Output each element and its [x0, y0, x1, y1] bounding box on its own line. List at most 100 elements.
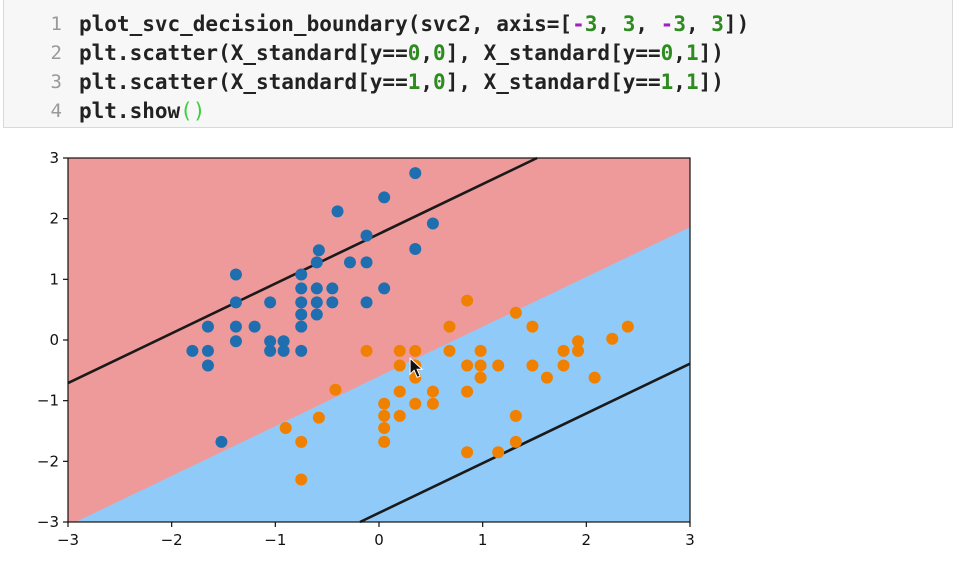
code-token: 1: [407, 70, 421, 94]
data-point-series-1: [295, 282, 308, 295]
data-point-series-2: [393, 344, 406, 357]
data-point-series-2: [443, 320, 456, 333]
code-token: ,: [673, 41, 686, 65]
data-point-series-2: [474, 359, 487, 372]
code-line: plt.scatter(X_standard[y==0,0], X_standa…: [79, 39, 749, 68]
data-point-series-1: [264, 335, 277, 348]
y-tick-label: 1: [49, 270, 59, 288]
data-point-series-2: [461, 359, 474, 372]
data-point-series-2: [426, 385, 439, 398]
code-token: ]): [698, 41, 724, 65]
data-point-series-1: [360, 296, 373, 309]
data-point-series-1: [229, 296, 242, 309]
data-point-series-1: [295, 320, 308, 333]
code-token: ]): [723, 12, 750, 36]
data-point-series-2: [509, 306, 522, 319]
data-point-series-1: [378, 282, 391, 295]
code-token: 1: [685, 70, 699, 94]
x-tick-label: 0: [374, 531, 384, 549]
data-point-series-2: [295, 435, 308, 448]
code-token: ,: [673, 70, 686, 94]
data-point-series-2: [443, 344, 456, 357]
code-token: ], X_standard[y==: [445, 41, 661, 65]
code-token: ,: [635, 12, 661, 36]
data-point-series-1: [409, 167, 422, 180]
data-point-series-2: [557, 344, 570, 357]
data-point-series-2: [509, 409, 522, 422]
code-token: ,: [420, 41, 434, 65]
output-plot: −3 −2 −1 0 1 2 3 3 2 1 0 −1 −2 −3: [0, 138, 720, 572]
data-point-series-2: [526, 359, 539, 372]
data-point-series-2: [378, 409, 391, 422]
data-point-series-2: [572, 335, 585, 348]
data-point-series-1: [295, 344, 308, 357]
data-point-series-1: [312, 244, 325, 257]
margin-line-2: [359, 362, 691, 524]
y-tick-label: 3: [49, 149, 59, 167]
code-line: plot_svc_decision_boundary(svc2, axis=[-…: [79, 10, 749, 39]
data-point-series-1: [310, 282, 323, 295]
x-tick-label: −1: [264, 531, 286, 549]
code-token: plt.scatter(X_standard[y==: [79, 70, 408, 94]
data-point-series-2: [461, 385, 474, 398]
code-token: 3: [622, 12, 636, 36]
y-tick-label: 2: [49, 210, 59, 228]
data-point-series-1: [343, 256, 356, 269]
data-point-series-2: [474, 371, 487, 384]
code-cell[interactable]: 1 2 3 4 plot_svc_decision_boundary(svc2, ax…: [3, 0, 953, 128]
y-tick-label: 0: [49, 331, 59, 349]
code-token: ,: [597, 12, 623, 36]
data-point-series-2: [360, 344, 373, 357]
data-point-series-1: [409, 243, 422, 255]
line-number-gutter: 1 2 3 4: [4, 10, 70, 126]
x-tick-label: −2: [161, 531, 183, 549]
code-token: ], X_standard[y==: [445, 70, 661, 94]
data-point-series-1: [229, 335, 242, 348]
data-point-series-2: [279, 421, 292, 434]
code-editor[interactable]: plot_svc_decision_boundary(svc2, axis=[-…: [79, 10, 749, 126]
code-token: -: [572, 12, 585, 36]
data-point-series-1: [201, 320, 214, 333]
data-point-series-1: [331, 205, 344, 218]
data-point-series-2: [621, 320, 634, 333]
data-point-series-1: [295, 308, 308, 321]
data-point-series-1: [295, 296, 308, 309]
scatter-chart: −3 −2 −1 0 1 2 3 3 2 1 0 −1 −2 −3: [37, 149, 695, 549]
code-token: plt.show: [79, 99, 181, 123]
data-point-series-1: [360, 229, 373, 242]
data-point-series-2: [509, 435, 522, 448]
code-token: ]): [698, 70, 724, 94]
code-token: 3: [711, 12, 724, 36]
line-number: 3: [50, 71, 62, 93]
code-line: plt.show(): [79, 97, 749, 126]
code-token: 0: [433, 70, 446, 94]
data-point-series-2: [329, 383, 342, 396]
data-point-series-1: [277, 344, 290, 357]
code-token: 0: [433, 41, 446, 65]
data-point-series-2: [461, 294, 474, 307]
code-token: plt.scatter(X_standard[y==: [79, 41, 408, 65]
data-point-series-2: [426, 397, 439, 410]
data-point-series-2: [606, 332, 619, 345]
data-point-series-2: [557, 359, 570, 372]
code-line: plt.scatter(X_standard[y==1,0], X_standa…: [79, 68, 749, 97]
x-tick-label: 1: [478, 531, 488, 549]
y-tick-label: −2: [37, 452, 59, 470]
data-point-series-2: [409, 344, 422, 357]
data-point-series-2: [312, 411, 325, 424]
line-number: 2: [50, 42, 62, 64]
data-point-series-1: [310, 308, 323, 321]
code-token: ,: [420, 70, 434, 94]
data-point-series-2: [378, 397, 391, 410]
code-token: (): [180, 99, 206, 123]
data-point-series-1: [426, 217, 439, 230]
data-point-series-1: [360, 256, 373, 269]
code-token: 0: [407, 41, 421, 65]
data-point-series-1: [215, 435, 228, 448]
data-point-series-1: [295, 268, 308, 281]
code-token: ,: [685, 12, 712, 36]
y-tick-label: −3: [37, 513, 59, 531]
code-token: 0: [660, 41, 674, 65]
mouse-cursor-icon: [409, 357, 424, 378]
y-tick-label: −1: [37, 392, 59, 410]
